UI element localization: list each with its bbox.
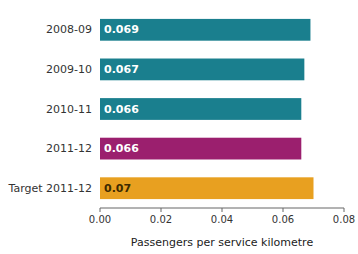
data-label: 0.066 (104, 103, 139, 116)
tick-label: 0.00 (89, 214, 111, 225)
bar (100, 19, 310, 41)
bar (100, 98, 301, 120)
category-label: 2009-10 (46, 63, 92, 76)
data-labels: 0.07 0.066 0.066 0.067 0.069 (104, 23, 139, 194)
category-label: Target 2011-12 (8, 182, 93, 195)
x-axis-label: Passengers per service kilometre (131, 236, 314, 249)
chart: 0.07 0.066 0.066 0.067 0.069 Target 2011-12 20… (0, 0, 358, 254)
bar (100, 59, 304, 81)
tick (100, 208, 101, 212)
category-label: 2010-11 (46, 103, 92, 116)
tick-label: 0.06 (272, 214, 294, 225)
bars (100, 19, 314, 199)
data-label: 0.067 (104, 63, 139, 76)
tick (283, 208, 284, 212)
bar (100, 138, 301, 160)
data-label: 0.066 (104, 142, 139, 155)
tick-label: 0.08 (333, 214, 355, 225)
data-label: 0.07 (104, 182, 131, 195)
tick (161, 208, 162, 212)
bar (100, 177, 314, 199)
category-label: 2011-12 (46, 142, 92, 155)
x-axis: 0.00 0.02 0.04 0.06 0.08 (89, 208, 355, 225)
tick (222, 208, 223, 212)
tick-label: 0.02 (150, 214, 172, 225)
tick (344, 208, 345, 212)
data-label: 0.069 (104, 23, 139, 36)
category-label: 2008-09 (46, 23, 92, 36)
tick-label: 0.04 (211, 214, 233, 225)
